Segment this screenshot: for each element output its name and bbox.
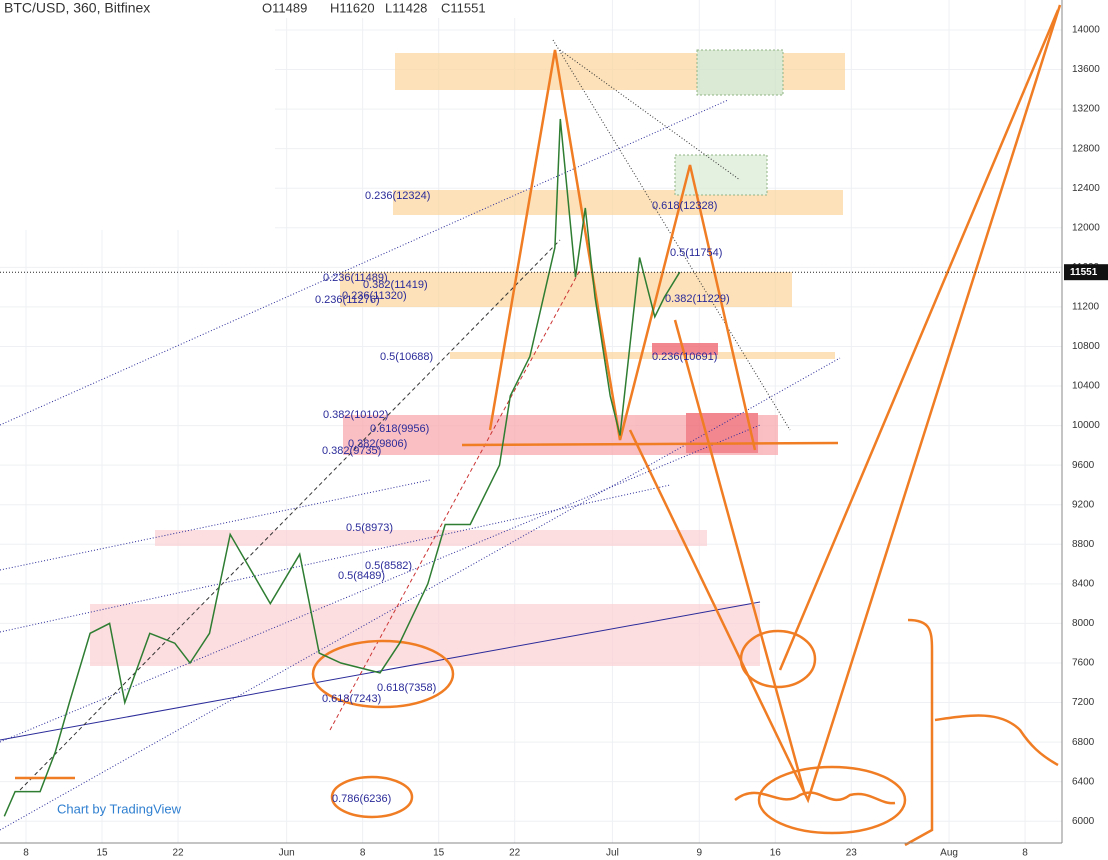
fib-label: 0.618(9956): [370, 423, 429, 435]
circle: [311, 639, 455, 709]
fib-label: 0.618(7243): [322, 693, 381, 705]
circle: [739, 629, 817, 689]
zones: [90, 49, 845, 666]
y-tick-label: 8400: [1072, 578, 1095, 589]
x-tick-label: Jul: [606, 848, 619, 859]
fib-label: 0.5(10688): [380, 351, 433, 363]
trend-line: [0, 99, 729, 426]
trend-line: [0, 601, 761, 741]
fib-label: 0.382(9806): [348, 438, 407, 450]
x-tick-label: Jun: [279, 848, 295, 859]
y-tick-label: 6800: [1072, 737, 1095, 748]
y-tick-label: 6400: [1072, 776, 1095, 787]
trend-line: [0, 479, 431, 571]
ohlc-high: H11620: [330, 0, 375, 15]
y-tick-label: 11200: [1072, 302, 1100, 313]
y-tick-label: 10400: [1072, 381, 1100, 392]
zone: [393, 190, 843, 215]
zone: [674, 154, 768, 196]
x-tick-label: 8: [23, 848, 29, 859]
scribble: [734, 791, 896, 805]
ohlc-close: C11551: [441, 0, 486, 15]
y-tick-label: 9600: [1072, 460, 1095, 471]
x-tick-label: 16: [770, 848, 782, 859]
level: [461, 441, 839, 447]
fib-label: 0.786(6236): [332, 793, 391, 805]
header-panel: [0, 0, 275, 230]
fib-label: 0.382(10102): [323, 409, 388, 421]
fib-label: 0.382(11419): [363, 279, 428, 291]
x-tick-label: 22: [509, 848, 521, 859]
y-tick-label: 14000: [1072, 25, 1100, 36]
circle: [330, 775, 414, 819]
price-line: [3, 118, 681, 817]
trend-line: [0, 484, 671, 633]
x-tick-label: Aug: [940, 848, 958, 859]
header-bar: [0, 0, 600, 18]
y-tick-label: 7200: [1072, 697, 1095, 708]
fib-label: 0.5(8582): [365, 560, 412, 572]
price-tag-label: 11551: [1070, 267, 1098, 278]
x-tick-label: 15: [96, 848, 108, 859]
annotations: 0.236(12324) 0.618(12328) 0.5(11754) 0.236(…: [315, 190, 730, 805]
trend-line: [0, 424, 761, 743]
plot: [0, 118, 1062, 817]
y-tick-label: 7600: [1072, 658, 1095, 669]
y-tick-label: 12800: [1072, 143, 1100, 154]
x-tick-label: 8: [1022, 848, 1028, 859]
trend-line: [329, 269, 581, 731]
circle: [757, 765, 907, 835]
x-tick-label: 9: [697, 848, 703, 859]
drawings: [15, 4, 1062, 847]
scribble: [934, 714, 1059, 767]
fib-label: 0.236(12324): [365, 190, 430, 202]
fib-label: 0.5(11754): [670, 247, 722, 259]
x-tick-label: 8: [360, 848, 366, 859]
x-tick-label: 22: [172, 848, 184, 859]
y-tick-label: 13600: [1072, 64, 1100, 75]
fib-label: 0.236(11489): [323, 272, 388, 284]
fib-label: 0.236(11320): [342, 290, 407, 302]
y-tick-label: 8800: [1072, 539, 1095, 550]
y-tick-label: 10000: [1072, 420, 1100, 431]
y-tick-label: 10800: [1072, 341, 1100, 352]
scribble: [904, 618, 934, 847]
y-tick-label: 9200: [1072, 499, 1095, 510]
zone: [686, 413, 758, 453]
y-tick-label: 12000: [1072, 222, 1100, 233]
trend-line: [19, 239, 561, 791]
axis-labels: 6000 6400 6800 7200 7600 8000 8400 8800 9200 9600…: [23, 25, 1108, 859]
y-tick-label: 12400: [1072, 183, 1100, 194]
zone: [90, 604, 760, 666]
zone: [652, 343, 718, 355]
price-tag: [1064, 264, 1108, 281]
y-tick-label: 8000: [1072, 618, 1095, 629]
pattern: [488, 49, 757, 451]
arrow: [628, 4, 1062, 804]
watermark: Chart by TradingView: [57, 801, 182, 816]
fib-label: 0.382(9735): [322, 445, 381, 457]
arrow: [673, 9, 1060, 796]
fib-label: 0.5(8489): [338, 570, 385, 582]
y-tick-label: 6000: [1072, 816, 1095, 827]
fib-label: 0.236(11276): [315, 294, 380, 306]
zone: [155, 530, 707, 546]
fib-label: 0.236(10691): [652, 351, 717, 363]
y-tick-label: 13200: [1072, 104, 1100, 115]
fib-label: 0.618(7358): [377, 682, 436, 694]
fib-label: 0.5(8973): [346, 522, 393, 534]
symbol-title: BTC/USD, 360, Bitfinex: [4, 0, 150, 16]
x-tick-label: 15: [433, 848, 445, 859]
fib-label: 0.618(12328): [652, 200, 717, 212]
x-tick-label: 23: [846, 848, 858, 859]
zone: [696, 49, 784, 96]
fib-label: 0.382(11229): [665, 293, 730, 305]
trend-line: [559, 49, 741, 181]
ohlc-low: L11428: [385, 0, 427, 15]
ohlc-open: O11489: [262, 0, 307, 15]
